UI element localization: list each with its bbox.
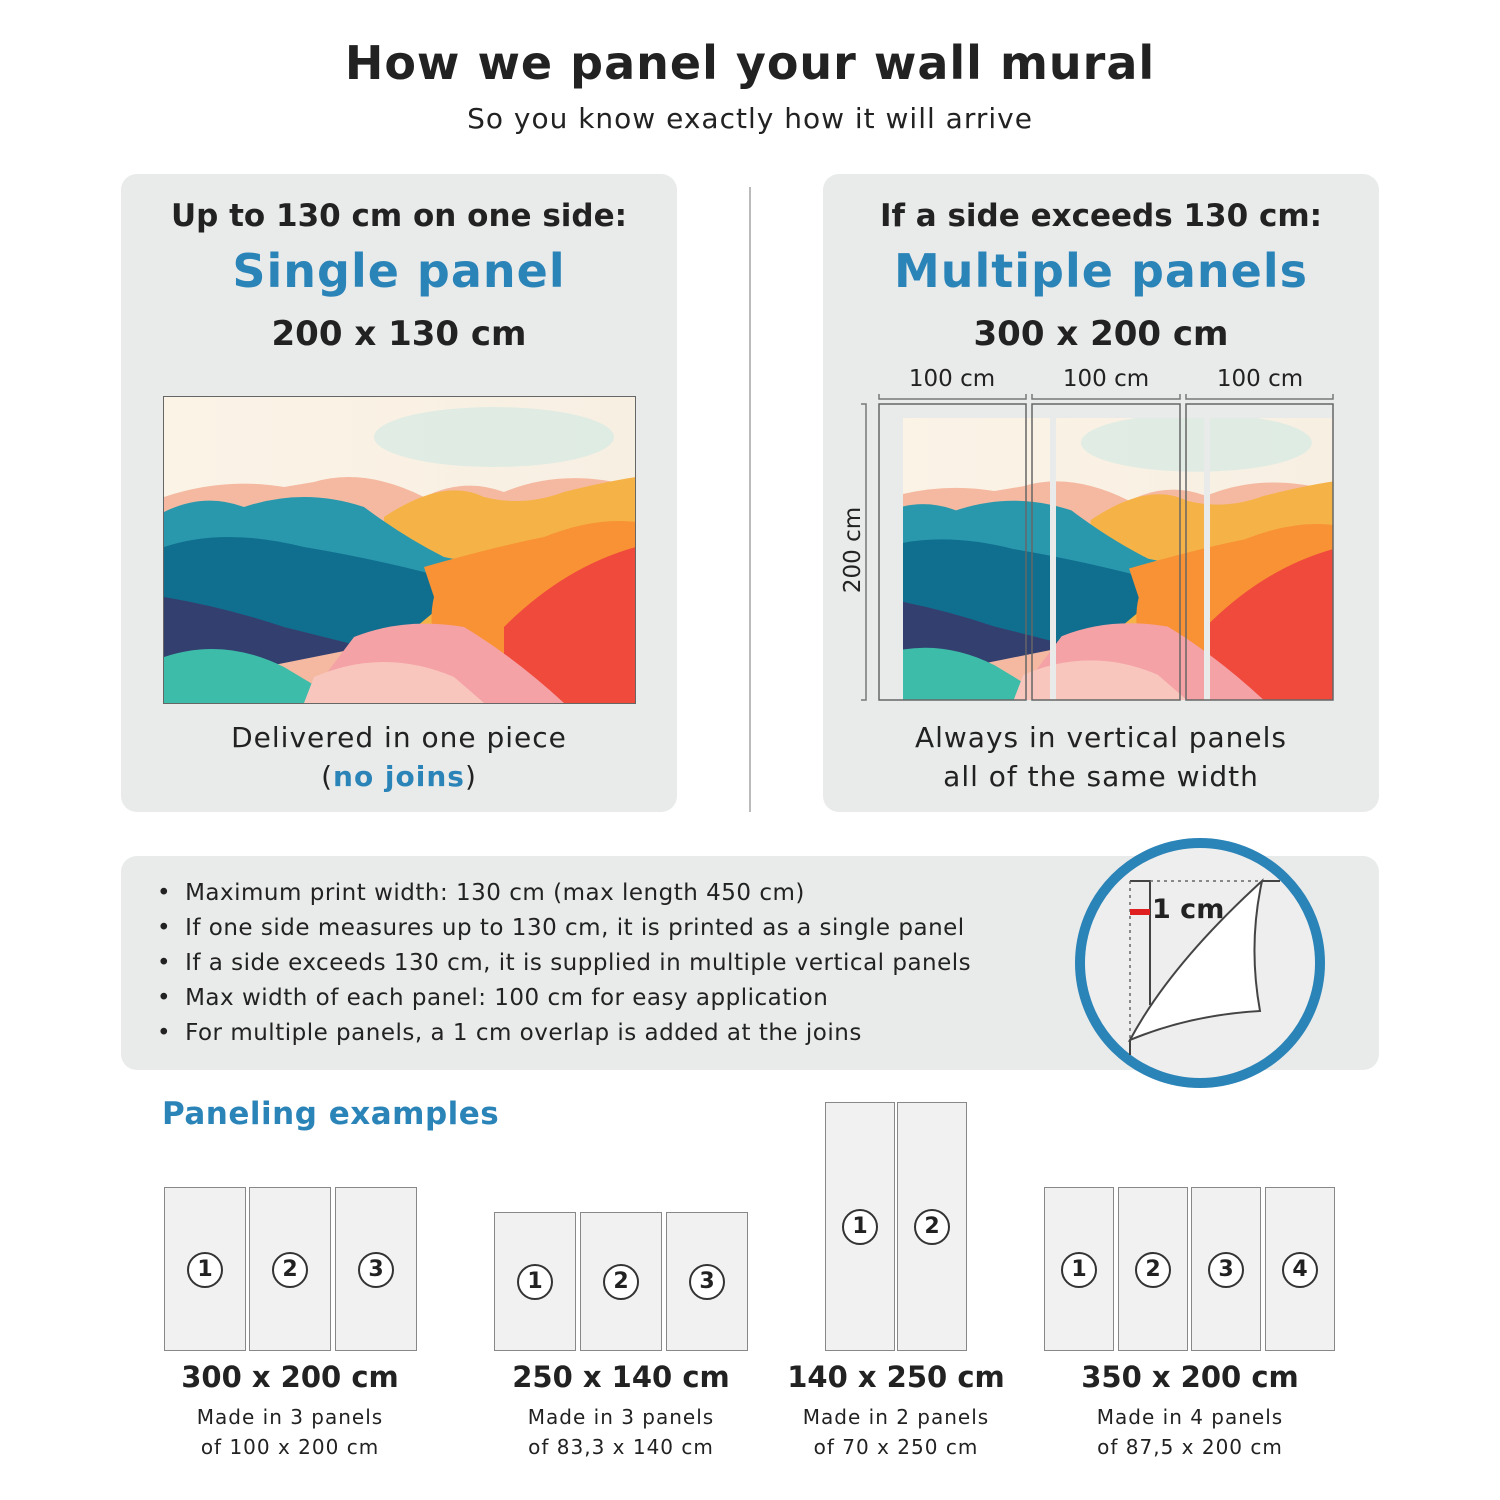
example-line: Made in 3 panels [196, 1405, 384, 1429]
panel-number: 3 [358, 1252, 394, 1288]
footer-line: all of the same width [943, 760, 1259, 793]
example-panel: 1 [494, 1212, 576, 1351]
info-list: Maximum print width: 130 cm (max length … [157, 876, 971, 1051]
paren: ( [321, 760, 334, 793]
example-size: 140 x 250 cm [787, 1360, 1005, 1394]
example-line: of 83,3 x 140 cm [528, 1435, 714, 1459]
multiple-size: 300 x 200 cm [973, 314, 1229, 354]
panel-number: 1 [1061, 1252, 1097, 1288]
example-description: Made in 4 panels of 87,5 x 200 cm [1040, 1402, 1340, 1462]
single-footer: Delivered in one piece (no joins) [121, 718, 677, 796]
example-description: Made in 3 panels of 100 x 200 cm [140, 1402, 440, 1462]
width-label: 100 cm [908, 366, 996, 392]
multiple-heading: If a side exceeds 130 cm: [879, 198, 1323, 234]
single-type: Single panel [232, 244, 566, 298]
overlap-detail-icon [1075, 838, 1325, 1088]
info-bullet: Maximum print width: 130 cm (max length … [157, 876, 971, 911]
example-line: of 70 x 250 cm [813, 1435, 979, 1459]
example-line: Made in 4 panels [1096, 1405, 1284, 1429]
examples-title: Paneling examples [162, 1096, 500, 1132]
multi-panel-diagram [861, 394, 1334, 701]
overlap-label: 1 cm [1152, 894, 1225, 925]
example-panel: 3 [1191, 1187, 1261, 1351]
example-description: Made in 3 panels of 83,3 x 140 cm [471, 1402, 771, 1462]
footer-line: Always in vertical panels [914, 721, 1288, 754]
example-panel: 3 [335, 1187, 417, 1351]
example-panel: 3 [666, 1212, 748, 1351]
example-panel: 2 [897, 1102, 967, 1351]
width-label: 100 cm [1062, 366, 1150, 392]
multiple-type: Multiple panels [893, 244, 1309, 298]
footer-line: Delivered in one piece [231, 721, 567, 754]
page-subtitle: So you know exactly how it will arrive [467, 102, 1033, 135]
info-bullet: If one side measures up to 130 cm, it is… [157, 911, 971, 946]
example-panel: 4 [1265, 1187, 1335, 1351]
example-size: 300 x 200 cm [181, 1360, 399, 1394]
info-bullet: If a side exceeds 130 cm, it is supplied… [157, 946, 971, 981]
example-panel: 1 [164, 1187, 246, 1351]
single-heading: Up to 130 cm on one side: [170, 198, 628, 234]
panel-number: 2 [272, 1252, 308, 1288]
panel-number: 3 [1208, 1252, 1244, 1288]
example-panel: 2 [249, 1187, 331, 1351]
example-panel: 1 [1044, 1187, 1114, 1351]
width-label: 100 cm [1216, 366, 1304, 392]
example-panel: 2 [580, 1212, 662, 1351]
panel-number: 2 [914, 1209, 950, 1245]
example-line: Made in 3 panels [527, 1405, 715, 1429]
multiple-footer: Always in vertical panels all of the sam… [823, 718, 1379, 796]
example-panel: 2 [1118, 1187, 1188, 1351]
panel-number: 4 [1282, 1252, 1318, 1288]
page-title: How we panel your wall mural [344, 36, 1156, 90]
panel-number: 1 [517, 1264, 553, 1300]
example-line: of 87,5 x 200 cm [1097, 1435, 1283, 1459]
example-line: Made in 2 panels [802, 1405, 990, 1429]
panel-number: 2 [1135, 1252, 1171, 1288]
example-description: Made in 2 panels of 70 x 250 cm [746, 1402, 1046, 1462]
footer-line: (no joins) [121, 757, 677, 796]
height-label: 200 cm [840, 506, 866, 594]
single-panel-card: Up to 130 cm on one side: Single panel 2… [121, 174, 677, 812]
panel-number: 1 [842, 1209, 878, 1245]
mural-image [163, 396, 636, 704]
info-bullet: For multiple panels, a 1 cm overlap is a… [157, 1016, 971, 1051]
divider [749, 187, 751, 812]
panel-number: 3 [689, 1264, 725, 1300]
example-size: 250 x 140 cm [512, 1360, 730, 1394]
example-size: 350 x 200 cm [1081, 1360, 1299, 1394]
example-line: of 100 x 200 cm [200, 1435, 380, 1459]
example-panel: 1 [825, 1102, 895, 1351]
single-size: 200 x 130 cm [271, 314, 527, 354]
no-joins-highlight: no joins [333, 760, 465, 793]
paren: ) [464, 760, 477, 793]
info-bullet: Max width of each panel: 100 cm for easy… [157, 981, 971, 1016]
panel-number: 1 [187, 1252, 223, 1288]
panel-number: 2 [603, 1264, 639, 1300]
